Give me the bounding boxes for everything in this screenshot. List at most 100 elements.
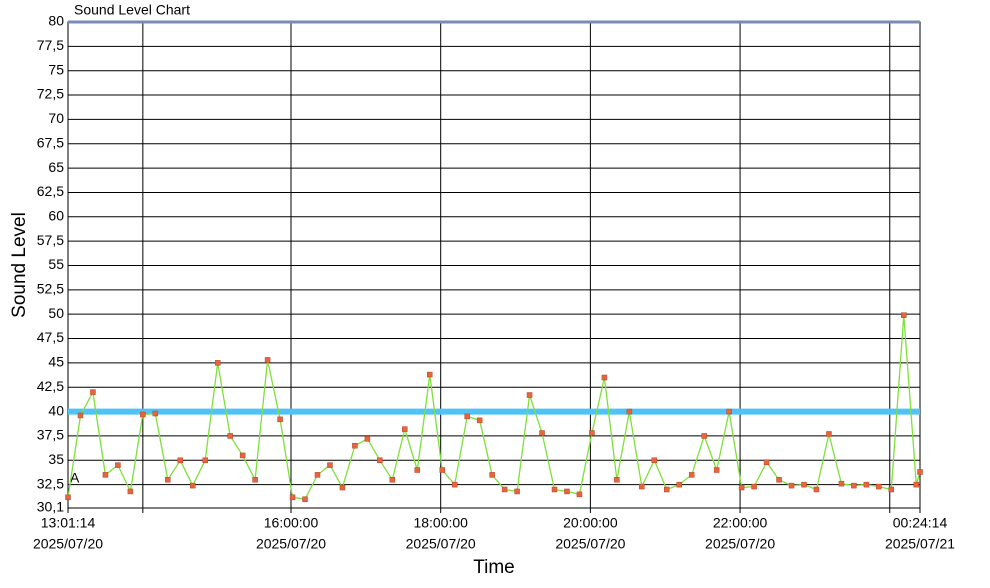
y-tick-label: 47,5 (37, 329, 64, 345)
y-tick-label: 75 (48, 61, 64, 77)
data-point (763, 459, 770, 465)
data-point (77, 412, 84, 419)
data-point (913, 481, 920, 488)
data-point (726, 408, 732, 415)
y-tick-label: 40 (48, 402, 64, 418)
x-axis-label: Time (473, 557, 515, 578)
data-point (65, 494, 71, 501)
x-tick-label: 2025/07/20 (256, 536, 326, 552)
x-tick-label: 13:01:14 (41, 515, 96, 531)
data-point (277, 416, 283, 423)
data-point (352, 442, 358, 449)
data-point (314, 472, 321, 478)
y-tick-label: 57,5 (37, 232, 64, 248)
y-axis-label: Sound Level (9, 212, 30, 318)
data-point (738, 484, 745, 491)
data-point (464, 413, 470, 420)
data-point (102, 472, 109, 478)
data-point (402, 426, 408, 432)
data-point (576, 491, 583, 498)
data-point (202, 457, 208, 464)
x-tick-label: 2025/07/20 (406, 536, 476, 552)
data-point (90, 389, 96, 395)
y-tick-label: 65 (48, 159, 64, 175)
y-tick-label: 52,5 (37, 281, 64, 297)
data-point (751, 483, 757, 490)
data-point (252, 477, 258, 483)
data-point (152, 410, 159, 417)
x-tick-label: 2025/07/20 (555, 536, 625, 552)
data-point (377, 457, 383, 464)
data-point (264, 357, 271, 363)
x-tick-label: 16:00:00 (264, 515, 319, 531)
data-point (838, 480, 845, 487)
data-point (214, 360, 221, 366)
y-tick-label: 55 (48, 256, 64, 272)
data-point (614, 477, 620, 483)
data-point (801, 481, 807, 488)
data-point (676, 481, 682, 488)
data-point (302, 496, 308, 502)
data-point (539, 430, 545, 436)
data-point (451, 481, 458, 488)
data-point (776, 477, 782, 483)
y-tick-label: 32,5 (37, 475, 64, 491)
data-point (414, 467, 421, 473)
data-point (639, 483, 645, 490)
data-point (189, 482, 196, 489)
y-tick-label: 37,5 (37, 427, 64, 443)
y-tick-label: 42,5 (37, 378, 64, 394)
data-point (165, 477, 171, 483)
data-point (713, 467, 720, 473)
x-tick-label: 2025/07/20 (33, 536, 103, 552)
data-point (140, 411, 146, 418)
y-tick-label: 80 (48, 13, 64, 29)
data-point (239, 452, 246, 459)
data-point (489, 472, 495, 478)
x-tick-label: 20:00:00 (563, 515, 618, 531)
data-point (589, 430, 595, 436)
data-point (526, 392, 533, 398)
data-point (688, 472, 695, 478)
data-point (788, 482, 795, 489)
data-point (664, 486, 670, 493)
y-tick-label: 30,1 (37, 499, 64, 515)
data-point (389, 477, 396, 483)
data-point (551, 486, 558, 493)
y-tick-label: 60 (48, 207, 64, 223)
data-point (514, 488, 520, 495)
x-tick-label: 2025/07/20 (705, 536, 775, 552)
data-point (826, 431, 832, 437)
data-point (327, 462, 333, 468)
data-point (626, 408, 633, 415)
data-point (888, 486, 895, 493)
y-tick-label: 72,5 (37, 86, 64, 102)
y-tick-label: 50 (48, 305, 64, 321)
data-point (115, 462, 121, 468)
data-point (127, 488, 134, 495)
data-point (863, 481, 870, 488)
data-point (177, 457, 184, 464)
y-tick-label: 62,5 (37, 183, 64, 199)
x-tick-label: 22:00:00 (713, 515, 768, 531)
data-point (289, 494, 296, 501)
data-point (364, 436, 371, 442)
data-point (339, 484, 346, 491)
data-point (227, 433, 233, 439)
x-tick-label: 00:24:14 (893, 515, 948, 531)
x-tick-label: 18:00:00 (413, 515, 468, 531)
series-line (67, 315, 921, 500)
data-point (476, 417, 483, 424)
y-tick-label: 70 (48, 110, 64, 126)
data-point (501, 486, 508, 493)
data-point (701, 433, 707, 439)
data-point (813, 486, 820, 493)
data-point (901, 312, 907, 318)
data-point (876, 483, 882, 490)
y-tick-label: 35 (48, 451, 64, 467)
data-point (427, 371, 433, 378)
data-point (564, 488, 570, 495)
chart-title: Sound Level Chart (74, 2, 190, 18)
x-tick-label: 2025/07/21 (885, 536, 955, 552)
